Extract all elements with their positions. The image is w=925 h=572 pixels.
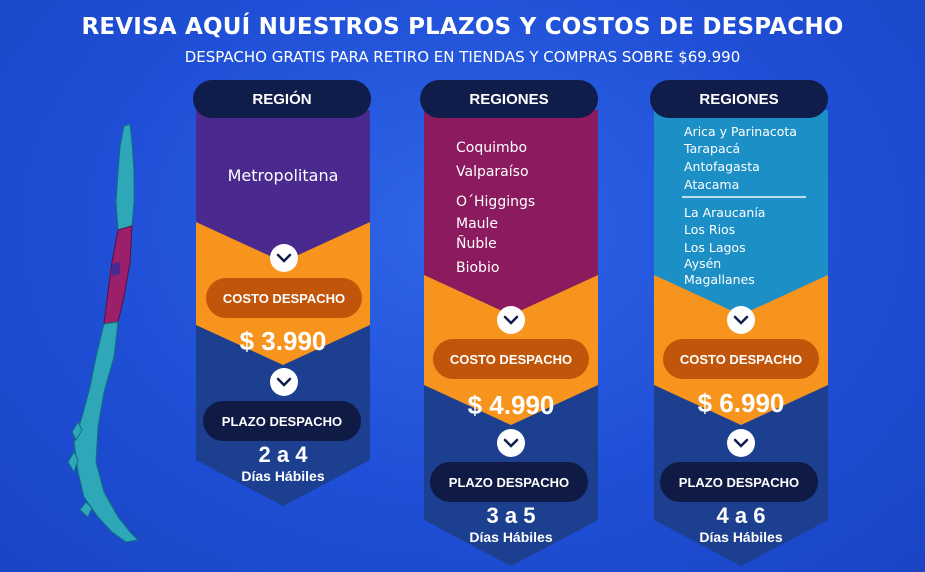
card-metropolitana: REGIÓN Metropolitana COSTO DESPACHO $ 3.… xyxy=(190,80,376,510)
region-name: Tarapacá xyxy=(684,141,741,156)
region-name: Atacama xyxy=(684,177,740,192)
cost-label: COSTO DESPACHO xyxy=(433,339,589,379)
region-name: Biobio xyxy=(456,260,500,276)
region-name: Aysén xyxy=(684,256,722,271)
chevron-down-icon xyxy=(727,306,755,334)
region-name: Maule xyxy=(456,216,499,232)
region-name: Antofagasta xyxy=(684,159,760,174)
page-title: REVISA AQUÍ NUESTROS PLAZOS Y COSTOS DE … xyxy=(81,14,844,40)
card-header: REGIONES xyxy=(420,80,598,118)
delivery-days: 4 a 6 xyxy=(716,503,766,528)
chevron-down-icon xyxy=(270,368,298,396)
card-header: REGIONES xyxy=(650,80,828,118)
region-name: La Araucanía xyxy=(684,205,766,220)
term-label: PLAZO DESPACHO xyxy=(430,462,588,502)
region-name: Metropolitana xyxy=(227,166,339,185)
region-name: Los Lagos xyxy=(684,240,746,255)
chile-map xyxy=(68,123,140,543)
chevron-down-icon xyxy=(727,429,755,457)
cost-label: COSTO DESPACHO xyxy=(206,278,362,318)
page-subtitle: DESPACHO GRATIS PARA RETIRO EN TIENDAS Y… xyxy=(184,48,741,66)
region-divider xyxy=(682,196,806,198)
region-name: Ñuble xyxy=(456,236,497,252)
region-name: Magallanes xyxy=(684,272,755,287)
region-name: Arica y Parinacota xyxy=(684,124,797,139)
delivery-days: 2 a 4 xyxy=(258,442,308,467)
shipping-price: $ 6.990 xyxy=(697,388,785,418)
region-name: Coquimbo xyxy=(456,140,528,156)
region-name: Valparaíso xyxy=(456,164,529,180)
business-days-label: Días Hábiles xyxy=(699,529,783,545)
card-header: REGIÓN xyxy=(193,80,371,118)
chevron-down-icon xyxy=(270,244,298,272)
cost-label: COSTO DESPACHO xyxy=(663,339,819,379)
term-label: PLAZO DESPACHO xyxy=(203,401,361,441)
card-central-regions: REGIONES Coquimbo Valparaíso O´Higgings … xyxy=(418,80,604,570)
term-label: PLAZO DESPACHO xyxy=(660,462,818,502)
shipping-price: $ 4.990 xyxy=(467,390,555,420)
shipping-price: $ 3.990 xyxy=(239,326,327,356)
chevron-down-icon xyxy=(497,429,525,457)
region-name: O´Higgings xyxy=(456,194,536,210)
business-days-label: Días Hábiles xyxy=(469,529,553,545)
delivery-days: 3 a 5 xyxy=(486,503,536,528)
chevron-down-icon xyxy=(497,306,525,334)
card-extreme-regions: REGIONES Arica y Parinacota Tarapacá Ant… xyxy=(648,80,834,570)
business-days-label: Días Hábiles xyxy=(241,468,325,484)
region-name: Los Rios xyxy=(684,222,736,237)
